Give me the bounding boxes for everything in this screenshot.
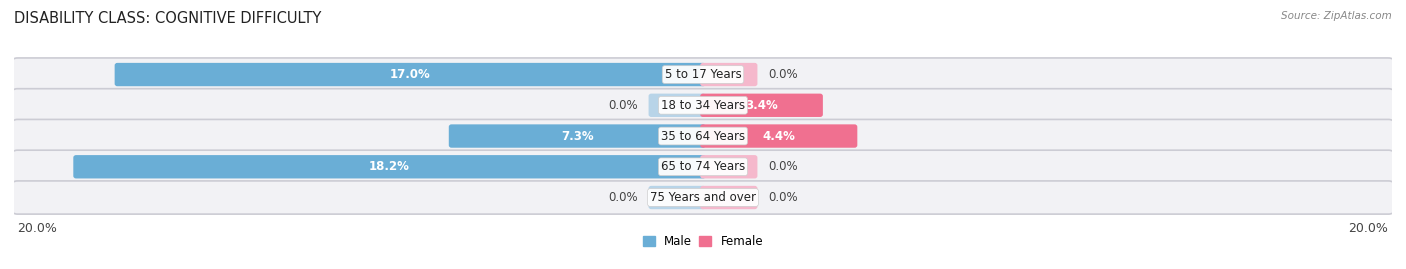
Text: 20.0%: 20.0% [17,221,58,235]
Text: 35 to 64 Years: 35 to 64 Years [661,130,745,143]
FancyBboxPatch shape [648,186,706,209]
Text: 20.0%: 20.0% [1348,221,1389,235]
Text: 75 Years and over: 75 Years and over [650,191,756,204]
FancyBboxPatch shape [700,186,758,209]
FancyBboxPatch shape [11,89,1395,122]
FancyBboxPatch shape [648,94,706,117]
Text: 0.0%: 0.0% [769,191,799,204]
Text: 3.4%: 3.4% [745,99,778,112]
Text: 18 to 34 Years: 18 to 34 Years [661,99,745,112]
Text: 0.0%: 0.0% [769,160,799,173]
FancyBboxPatch shape [449,124,706,148]
Text: Source: ZipAtlas.com: Source: ZipAtlas.com [1281,11,1392,21]
FancyBboxPatch shape [11,119,1395,153]
FancyBboxPatch shape [11,150,1395,183]
FancyBboxPatch shape [11,58,1395,91]
Text: 4.4%: 4.4% [762,130,796,143]
Legend: Male, Female: Male, Female [638,230,768,253]
FancyBboxPatch shape [700,124,858,148]
Text: 17.0%: 17.0% [389,68,430,81]
Text: 65 to 74 Years: 65 to 74 Years [661,160,745,173]
Text: 5 to 17 Years: 5 to 17 Years [665,68,741,81]
FancyBboxPatch shape [700,94,823,117]
Text: 0.0%: 0.0% [769,68,799,81]
Text: 0.0%: 0.0% [607,99,637,112]
FancyBboxPatch shape [115,63,706,86]
FancyBboxPatch shape [73,155,706,178]
Text: 7.3%: 7.3% [561,130,593,143]
Text: DISABILITY CLASS: COGNITIVE DIFFICULTY: DISABILITY CLASS: COGNITIVE DIFFICULTY [14,11,322,26]
FancyBboxPatch shape [700,63,758,86]
FancyBboxPatch shape [11,181,1395,214]
Text: 18.2%: 18.2% [370,160,411,173]
Text: 0.0%: 0.0% [607,191,637,204]
FancyBboxPatch shape [700,155,758,178]
